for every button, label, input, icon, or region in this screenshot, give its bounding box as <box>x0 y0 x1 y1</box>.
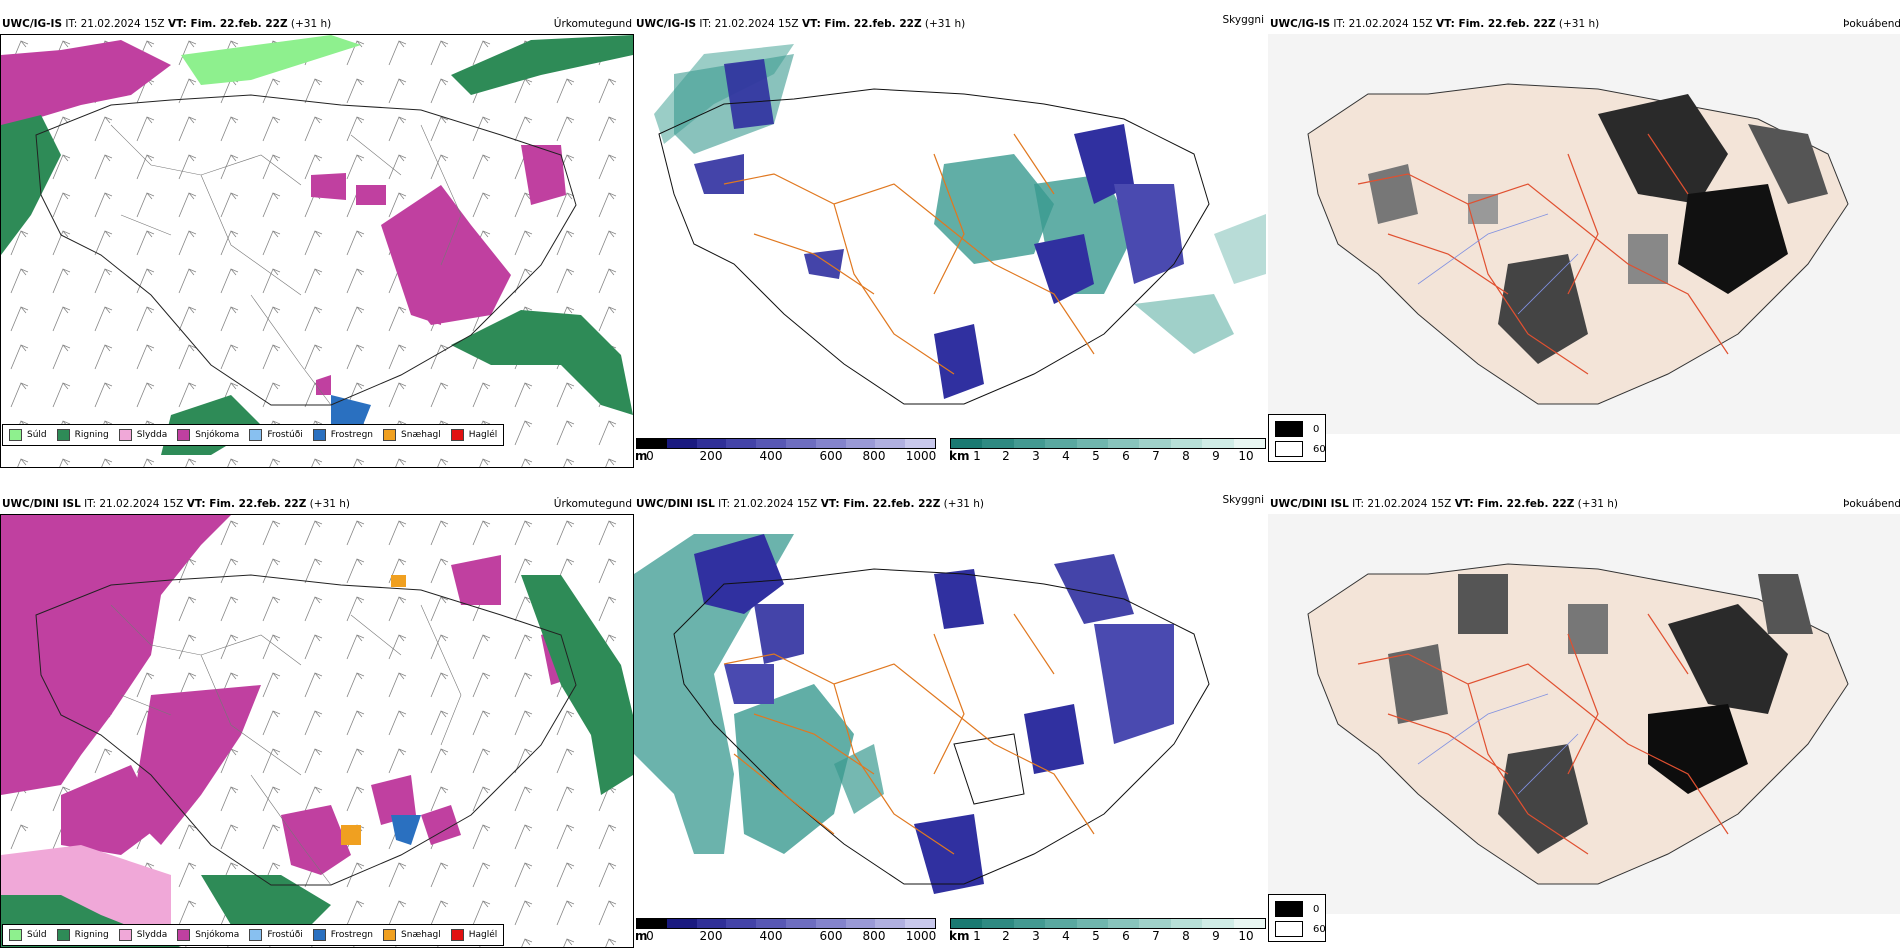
tick-label: 0 <box>646 449 654 463</box>
panel-header: UWC/DINI ISL IT: 21.02.2024 15Z VT: Fim.… <box>2 498 351 510</box>
panel-title: Þokuábendi <box>1843 498 1900 510</box>
visibility-panel-ig: UWC/IG-IS IT: 21.02.2024 15Z VT: Fim. 22… <box>634 12 1268 468</box>
legend-item: Frostúði <box>249 929 303 941</box>
legend-item: Frostúði <box>249 429 303 441</box>
tick-label: 1000 <box>905 449 937 463</box>
visibility-map <box>634 34 1266 434</box>
tick-label: 10 <box>1238 929 1254 943</box>
height-colorbar: m 0 200 400 600 800 1000 <box>635 438 937 472</box>
tick-label: 400 <box>759 929 783 943</box>
panel-header: UWC/IG-IS IT: 21.02.2024 15Z VT: Fim. 22… <box>1270 18 1600 30</box>
visibility-unit: km <box>949 929 970 943</box>
tick-label: 9 <box>1212 449 1220 463</box>
legend-item: Slydda <box>118 929 167 941</box>
legend-item: Snæhagl <box>383 429 441 441</box>
legend-item: Snjókoma <box>177 429 239 441</box>
panel-header: UWC/DINI ISL IT: 21.02.2024 15Z VT: Fim.… <box>636 498 985 510</box>
tick-label: 200 <box>699 929 723 943</box>
tick-label: 0 <box>646 929 654 943</box>
legend-item: Rigning <box>56 929 109 941</box>
legend-item: Frostregn <box>312 929 373 941</box>
precip-type-legend: Súld Rigning Slydda Snjókoma Frostúði Fr… <box>2 424 505 446</box>
panel-header: UWC/IG-IS IT: 21.02.2024 15Z VT: Fim. 22… <box>2 18 332 30</box>
legend-item: Haglél <box>450 429 497 441</box>
legend-item: Haglél <box>450 929 497 941</box>
tick-label: 5 <box>1092 929 1100 943</box>
tick-label: 8 <box>1182 929 1190 943</box>
legend-item: Slydda <box>118 429 167 441</box>
precip-type-panel-ig: UWC/IG-IS IT: 21.02.2024 15Z VT: Fim. 22… <box>0 12 634 468</box>
legend-item: Rigning <box>56 429 109 441</box>
fog-legend-item: 0 <box>1275 901 1319 917</box>
fog-legend: 0 60 <box>1268 894 1326 942</box>
height-colorbar-strip <box>636 438 936 449</box>
tick-label: 800 <box>862 929 886 943</box>
tick-label: 1000 <box>905 929 937 943</box>
panel-title: Skyggni <box>1222 494 1265 506</box>
panel-header: UWC/IG-IS IT: 21.02.2024 15Z VT: Fim. 22… <box>636 18 966 30</box>
legend-item: Snæhagl <box>383 929 441 941</box>
panel-title: Úrkomutegund <box>553 18 632 30</box>
fog-indicator-panel-dini: UWC/DINI ISL IT: 21.02.2024 15Z VT: Fim.… <box>1268 492 1900 948</box>
fog-legend-item: 60 <box>1275 921 1326 937</box>
tick-label: 5 <box>1092 449 1100 463</box>
tick-label: 7 <box>1152 449 1160 463</box>
precip-map <box>0 514 634 948</box>
tick-label: 8 <box>1182 449 1190 463</box>
tick-label: 1 <box>973 449 981 463</box>
fog-map <box>1268 34 1900 434</box>
fog-map <box>1268 514 1900 914</box>
panel-title: Úrkomutegund <box>553 498 632 510</box>
tick-label: 800 <box>862 449 886 463</box>
tick-label: 4 <box>1062 929 1070 943</box>
panel-title: Skyggni <box>1222 14 1265 26</box>
visibility-panel-dini: UWC/DINI ISL IT: 21.02.2024 15Z VT: Fim.… <box>634 492 1268 948</box>
height-unit: m <box>635 929 648 943</box>
tick-label: 400 <box>759 449 783 463</box>
tick-label: 200 <box>699 449 723 463</box>
panel-title: Þokuábendi <box>1843 18 1900 30</box>
height-colorbar-strip <box>636 918 936 929</box>
visibility-colorbar-strip <box>950 918 1266 929</box>
precip-map <box>0 34 634 468</box>
tick-label: 2 <box>1002 449 1010 463</box>
height-colorbar: m 0 200 400 600 800 1000 <box>635 918 937 952</box>
legend-item: Snjókoma <box>177 929 239 941</box>
precip-type-panel-dini: UWC/DINI ISL IT: 21.02.2024 15Z VT: Fim.… <box>0 492 634 948</box>
tick-label: 600 <box>819 929 843 943</box>
height-unit: m <box>635 449 648 463</box>
tick-label: 4 <box>1062 449 1070 463</box>
fog-legend-item: 60 <box>1275 441 1326 457</box>
legend-item: Súld <box>9 429 47 441</box>
tick-label: 2 <box>1002 929 1010 943</box>
visibility-colorbar: km 1 2 3 4 5 6 7 8 9 10 <box>949 438 1266 472</box>
panel-header: UWC/DINI ISL IT: 21.02.2024 15Z VT: Fim.… <box>1270 498 1619 510</box>
tick-label: 6 <box>1122 449 1130 463</box>
visibility-colorbar: km 1 2 3 4 5 6 7 8 9 10 <box>949 918 1266 952</box>
tick-label: 600 <box>819 449 843 463</box>
tick-label: 6 <box>1122 929 1130 943</box>
precip-type-legend: Súld Rigning Slydda Snjókoma Frostúði Fr… <box>2 924 505 946</box>
fog-indicator-panel-ig: UWC/IG-IS IT: 21.02.2024 15Z VT: Fim. 22… <box>1268 12 1900 468</box>
tick-label: 1 <box>973 929 981 943</box>
fog-legend-item: 0 <box>1275 421 1319 437</box>
tick-label: 9 <box>1212 929 1220 943</box>
tick-label: 10 <box>1238 449 1254 463</box>
visibility-colorbar-strip <box>950 438 1266 449</box>
visibility-unit: km <box>949 449 970 463</box>
tick-label: 3 <box>1032 929 1040 943</box>
tick-label: 3 <box>1032 449 1040 463</box>
tick-label: 7 <box>1152 929 1160 943</box>
legend-item: Súld <box>9 929 47 941</box>
fog-legend: 0 60 <box>1268 414 1326 462</box>
visibility-map <box>634 514 1266 914</box>
legend-item: Frostregn <box>312 429 373 441</box>
